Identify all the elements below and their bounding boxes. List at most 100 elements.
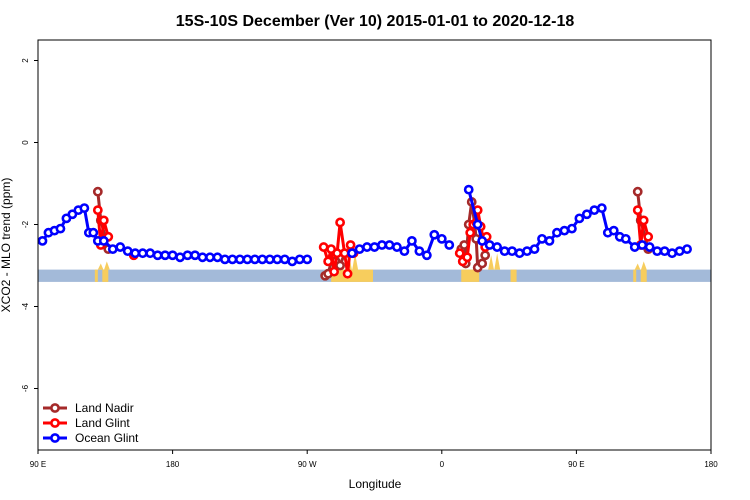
x-tick-label: 90 E [30,460,46,469]
data-point [399,246,410,257]
data-point [354,244,365,254]
data-point [465,227,476,238]
land-bump [97,261,110,271]
series-line [96,208,650,276]
land-bump [634,261,647,271]
data-point [345,240,356,250]
data-point [384,240,395,250]
data-point [574,213,585,224]
data-point [242,254,253,265]
data-point [287,256,298,267]
data-point [122,246,133,257]
data-point [88,227,99,238]
plot-frame [37,39,712,451]
legend-marker [50,403,60,413]
data-point [335,260,346,271]
chart-title: 15S-10S December (Ver 10) 2015-01-01 to … [176,13,575,30]
data-point [279,254,290,265]
data-point [421,250,432,261]
data-point [537,233,547,244]
data-point [589,205,600,216]
data-point [98,235,109,246]
x-tick-label: 90 E [568,460,584,469]
data-point [37,235,48,246]
data-point [477,258,488,269]
data-point [620,233,631,244]
data-point [339,248,350,259]
data-point [638,215,649,226]
data-point [608,225,619,236]
data-point [480,250,491,261]
x-tick-label: 180 [704,460,718,469]
legend-marker [50,433,60,443]
data-point [544,235,555,246]
legend-label: Land Glint [75,416,130,430]
data-point [637,240,648,250]
legend-marker [50,418,60,428]
data-point [79,203,90,213]
data-point [459,240,470,250]
data-point [632,205,643,216]
x-tick-label: 90 W [298,460,317,469]
data-point [137,248,148,259]
data-point [392,242,402,252]
data-point [220,254,230,265]
land-span [102,269,109,282]
data-point [629,242,640,252]
data-point [332,248,343,259]
data-point [212,252,223,263]
data-point [522,246,532,257]
data-point [463,184,474,195]
data-point [92,186,103,197]
data-point [92,205,103,216]
data-point [643,231,654,242]
data-point [190,250,200,261]
data-point [436,233,447,244]
y-tick-label: -6 [21,384,30,392]
data-point [329,266,340,277]
legend-item: Land Nadir [43,401,134,415]
y-tick-label: -2 [21,220,30,228]
land-span [94,269,98,282]
data-point [175,252,185,263]
data-point [507,246,517,257]
data-point [567,223,577,234]
data-point [323,256,334,267]
data-point [342,268,353,279]
data-point [652,246,663,257]
land-span [510,269,517,282]
legend-item: Land Glint [43,416,130,430]
x-axis-label: Longitude [349,477,402,491]
legend-item: Ocean Glint [43,431,139,445]
data-point [429,229,440,240]
data-point [130,248,141,259]
data-point [257,254,268,265]
data-point [115,242,126,252]
data-point [55,223,66,234]
data-point [682,244,692,254]
legend-label: Land Nadir [75,401,134,415]
data-point [227,254,238,265]
data-point [182,250,193,261]
series-land-glint [92,205,654,279]
data-point [644,242,655,252]
data-point [145,248,156,259]
data-point [362,242,372,252]
x-tick-label: 0 [440,460,445,469]
data-point [347,248,357,259]
data-point [264,254,275,265]
data-point [492,242,503,252]
data-point [462,252,473,263]
data-point [667,248,678,259]
data-point [596,203,607,213]
data-point [632,186,643,197]
land-span [461,269,480,282]
data-point [659,246,670,257]
data-point [484,240,495,250]
data-point [197,252,208,263]
data-point [272,254,283,265]
data-point [552,227,562,238]
data-point [107,244,118,254]
data-point [674,246,685,257]
